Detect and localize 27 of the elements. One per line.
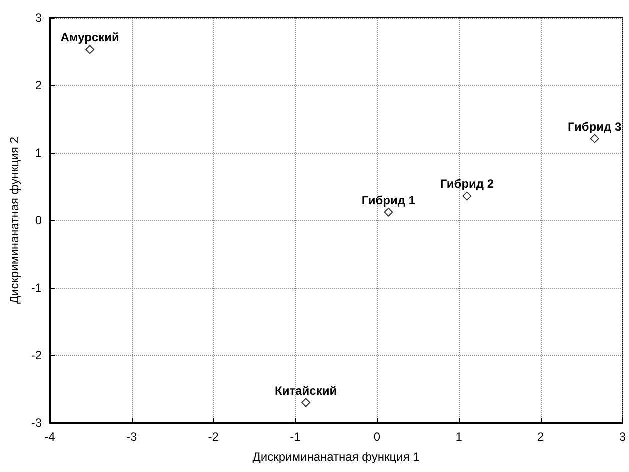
point xyxy=(384,208,394,217)
x-tick-label: 3 xyxy=(619,430,626,444)
y-tick-label: -2 xyxy=(31,348,42,362)
y-axis-title: Дискриминанатная функция 2 xyxy=(7,136,22,304)
x-tick-label: -2 xyxy=(208,430,220,444)
y-tick-label: 0 xyxy=(35,214,42,228)
point xyxy=(590,134,600,144)
point xyxy=(462,192,472,201)
x-axis-title: Дискриминанатная функция 1 xyxy=(252,450,420,464)
x-tick-label: -3 xyxy=(126,430,138,444)
annotation: Амурский xyxy=(60,30,120,45)
y-tick-label: 2 xyxy=(35,78,42,92)
x-tick-label: -4 xyxy=(44,430,56,444)
annotation: Китайский xyxy=(275,384,338,398)
x-tick-label: 0 xyxy=(374,430,381,444)
x-tick-label: -1 xyxy=(290,430,302,444)
x-tick-label: 2 xyxy=(538,430,545,444)
point xyxy=(86,45,95,54)
y-tick-label: 3 xyxy=(35,11,42,25)
annotation: Гибрид 1 xyxy=(362,193,416,208)
y-tick-label: 1 xyxy=(35,146,42,160)
annotation: Гибрид 3 xyxy=(568,120,622,134)
annotation: Гибрид 2 xyxy=(440,177,494,192)
y-tick-label: -3 xyxy=(31,416,42,430)
x-tick-label: 1 xyxy=(456,430,463,444)
y-tick-label: -1 xyxy=(31,281,42,295)
point xyxy=(302,398,311,408)
